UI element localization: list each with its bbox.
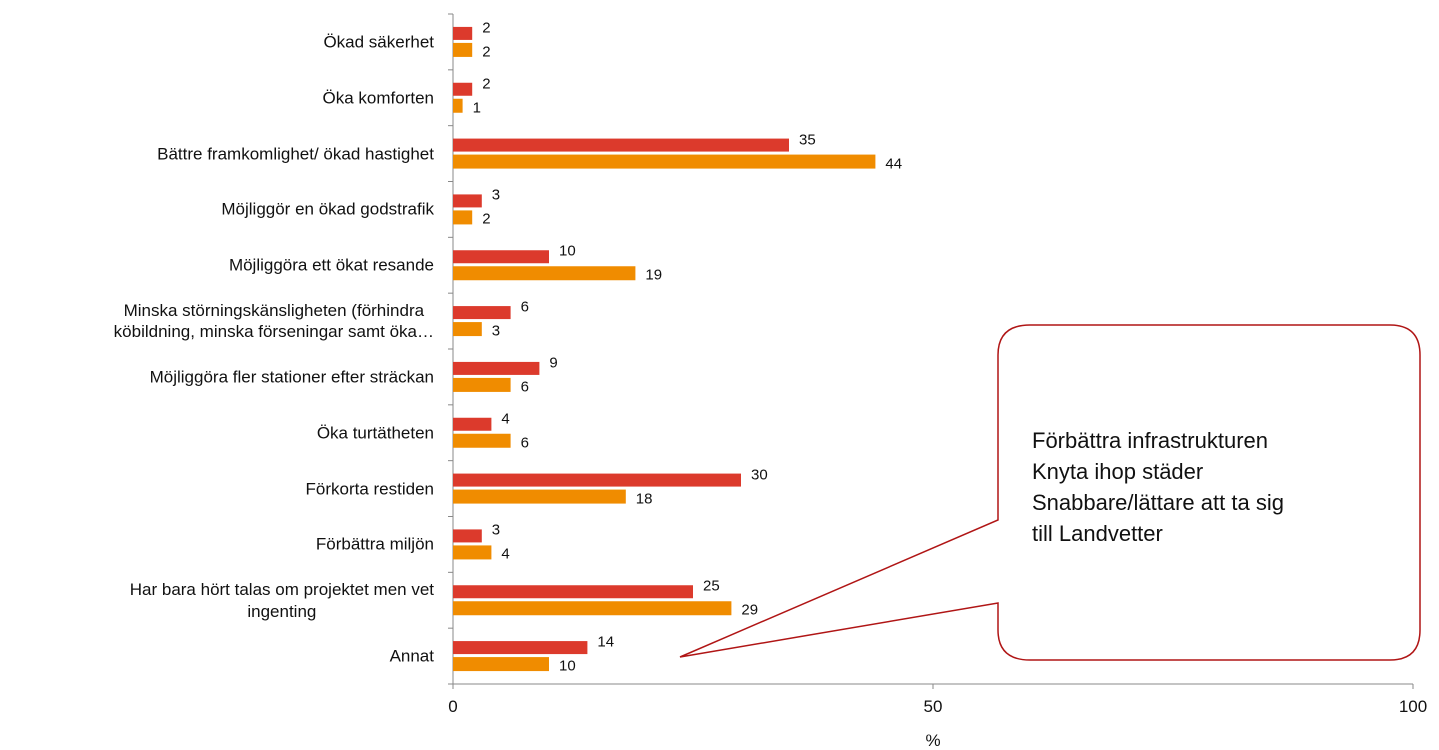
callout-box — [679, 324, 1421, 661]
value-label: 4 — [501, 546, 510, 564]
bar — [453, 82, 473, 96]
y-tick-label: Öka komforten — [322, 88, 435, 108]
x-tick-label: 100 — [1398, 697, 1428, 716]
callout-text: Förbättra infrastrukturen Knyta ihop stä… — [1032, 428, 1284, 546]
value-label: 6 — [520, 434, 529, 452]
value-label: 35 — [799, 131, 816, 149]
value-label: 1 — [472, 99, 481, 117]
bar — [453, 306, 511, 320]
value-label: 18 — [635, 490, 653, 508]
value-label: 19 — [645, 266, 663, 284]
value-label: 2 — [482, 43, 491, 61]
bar — [453, 473, 741, 487]
value-label: 10 — [559, 657, 576, 675]
y-tick-label: Bättre framkomlighet/ ökad hastighet — [157, 143, 434, 163]
value-label: 14 — [597, 633, 615, 651]
value-label: 2 — [482, 19, 491, 37]
x-axis-label: % — [925, 731, 941, 750]
bar — [453, 210, 473, 225]
y-tick-label: Har bara hört talas om projektet men vet… — [129, 580, 434, 621]
y-tick-label: Förbättra miljön — [315, 534, 434, 554]
value-label: 2 — [482, 75, 491, 93]
value-label: 4 — [501, 410, 510, 428]
bar — [453, 433, 511, 448]
bar — [453, 361, 540, 375]
bar — [453, 138, 789, 152]
y-tick-label: Möjliggör en ökad godstrafik — [221, 199, 434, 219]
y-tick-label: Ökad säkerhet — [323, 32, 434, 52]
x-tick-label: 50 — [923, 697, 943, 716]
bar — [453, 42, 473, 57]
value-label: 44 — [885, 155, 903, 173]
value-label: 3 — [491, 522, 501, 540]
value-label: 29 — [741, 601, 759, 619]
bar — [453, 489, 626, 504]
value-label: 10 — [559, 242, 576, 260]
y-tick-label: Annat — [389, 646, 434, 666]
y-tick-label: Möjliggöra fler stationer efter sträckan — [149, 367, 434, 387]
value-label: 30 — [751, 466, 768, 484]
y-tick-label: Öka turtätheten — [316, 423, 434, 443]
bar — [453, 194, 482, 208]
value-label: 6 — [520, 298, 529, 316]
y-tick-label: Möjliggöra ett ökat resande — [228, 255, 434, 275]
value-label: 2 — [482, 211, 491, 229]
y-tick-label: Förkorta restiden — [305, 478, 435, 498]
bar — [453, 377, 511, 392]
bar — [453, 154, 876, 169]
bar — [453, 250, 549, 264]
bar — [453, 266, 636, 281]
value-label: 25 — [703, 577, 720, 595]
bar — [453, 322, 482, 337]
bar — [453, 657, 549, 672]
value-label: 3 — [491, 322, 501, 340]
bar — [453, 417, 492, 431]
y-tick-label: Minska störningskänsligheten (förhindra … — [113, 300, 434, 342]
bar — [453, 529, 482, 543]
bar — [453, 26, 473, 40]
bar — [453, 98, 463, 113]
bar — [453, 585, 693, 599]
bar — [453, 641, 588, 655]
x-tick-label: 0 — [448, 697, 458, 716]
value-label: 9 — [549, 354, 558, 372]
value-label: 3 — [491, 187, 501, 205]
bar — [453, 601, 732, 616]
bar — [453, 545, 492, 560]
value-label: 6 — [520, 378, 529, 396]
